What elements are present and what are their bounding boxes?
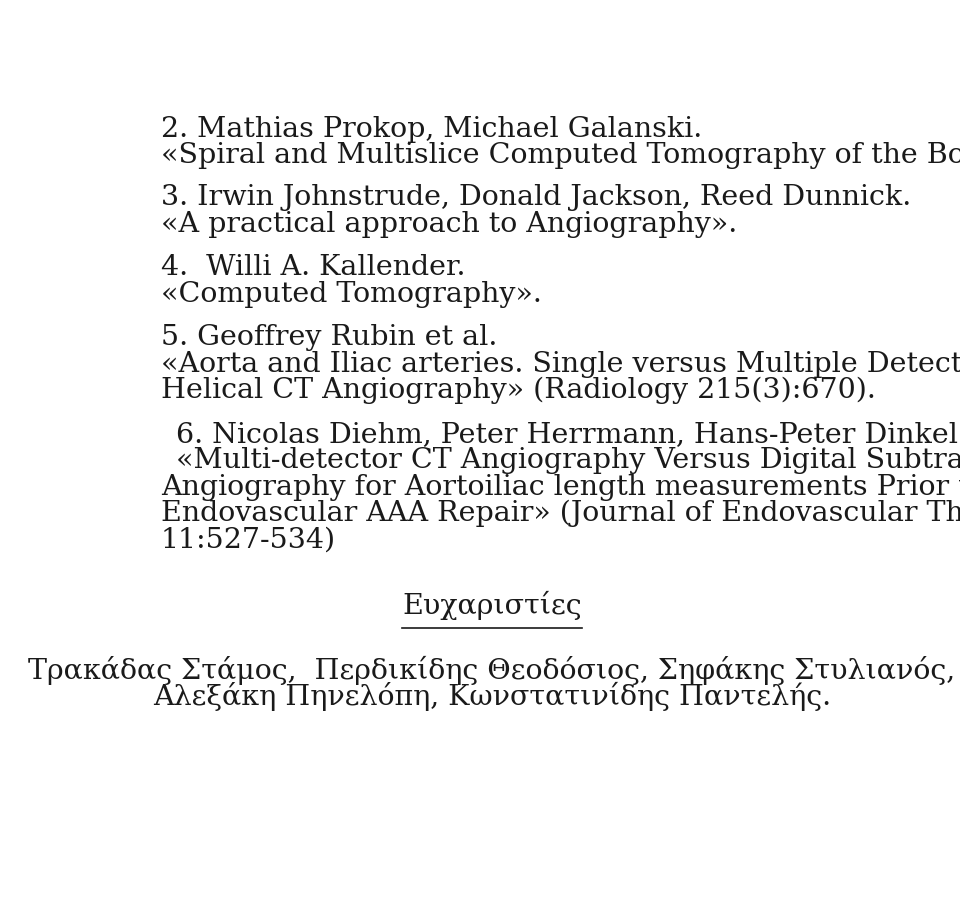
- Text: «Multi-detector CT Angiography Versus Digital Subtraction: «Multi-detector CT Angiography Versus Di…: [176, 448, 960, 474]
- Text: 11:527-534): 11:527-534): [161, 527, 336, 554]
- Text: «Spiral and Multislice Computed Tomography of the Body»: «Spiral and Multislice Computed Tomograp…: [161, 143, 960, 170]
- Text: 2. Mathias Prokop, Michael Galanski.: 2. Mathias Prokop, Michael Galanski.: [161, 116, 702, 143]
- Text: 6. Nicolas Diehm, Peter Herrmann, Hans-Peter Dinkel.: 6. Nicolas Diehm, Peter Herrmann, Hans-P…: [176, 420, 960, 448]
- Text: «A practical approach to Angiography».: «A practical approach to Angiography».: [161, 211, 737, 238]
- Text: 5. Geoffrey Rubin et al.: 5. Geoffrey Rubin et al.: [161, 324, 497, 351]
- Text: Angiography for Aortoiliac length measurements Prior to: Angiography for Aortoiliac length measur…: [161, 474, 960, 501]
- Text: «Computed Tomography».: «Computed Tomography».: [161, 281, 541, 308]
- Text: Endovascular AAA Repair» (Journal of Endovascular Therapy, 2004,: Endovascular AAA Repair» (Journal of End…: [161, 500, 960, 528]
- Text: 4.  Willi A. Kallender.: 4. Willi A. Kallender.: [161, 254, 466, 281]
- Text: Τρακάδας Στάμος,  Περδικίδης Θεοδόσιος, Σηφάκης Στυλιανός,: Τρακάδας Στάμος, Περδικίδης Θεοδόσιος, Σ…: [29, 656, 955, 685]
- Text: Ευχαριστίες: Ευχαριστίες: [402, 590, 582, 620]
- Text: Helical CT Angiography» (Radiology 215(3):670).: Helical CT Angiography» (Radiology 215(3…: [161, 377, 876, 404]
- Text: 3. Irwin Johnstrude, Donald Jackson, Reed Dunnick.: 3. Irwin Johnstrude, Donald Jackson, Ree…: [161, 184, 911, 212]
- Text: Αλεξάκη Πηνελόπη, Κωνστατινίδης Παντελής.: Αλεξάκη Πηνελόπη, Κωνστατινίδης Παντελής…: [153, 682, 831, 711]
- Text: «Aorta and Iliac arteries. Single versus Multiple Detector-Row: «Aorta and Iliac arteries. Single versus…: [161, 350, 960, 378]
